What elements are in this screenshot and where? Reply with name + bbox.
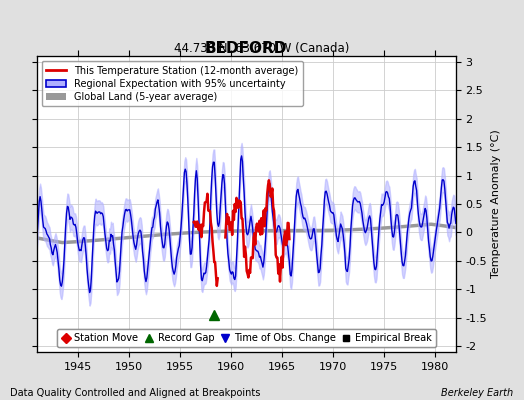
Text: Berkeley Earth: Berkeley Earth bbox=[441, 388, 514, 398]
Title: BEDFORD: BEDFORD bbox=[205, 41, 288, 56]
Y-axis label: Temperature Anomaly (°C): Temperature Anomaly (°C) bbox=[492, 130, 501, 278]
Legend: Station Move, Record Gap, Time of Obs. Change, Empirical Break: Station Move, Record Gap, Time of Obs. C… bbox=[57, 329, 436, 347]
Text: Data Quality Controlled and Aligned at Breakpoints: Data Quality Controlled and Aligned at B… bbox=[10, 388, 261, 398]
Text: 44.730 N, 63.670 W (Canada): 44.730 N, 63.670 W (Canada) bbox=[174, 42, 350, 55]
